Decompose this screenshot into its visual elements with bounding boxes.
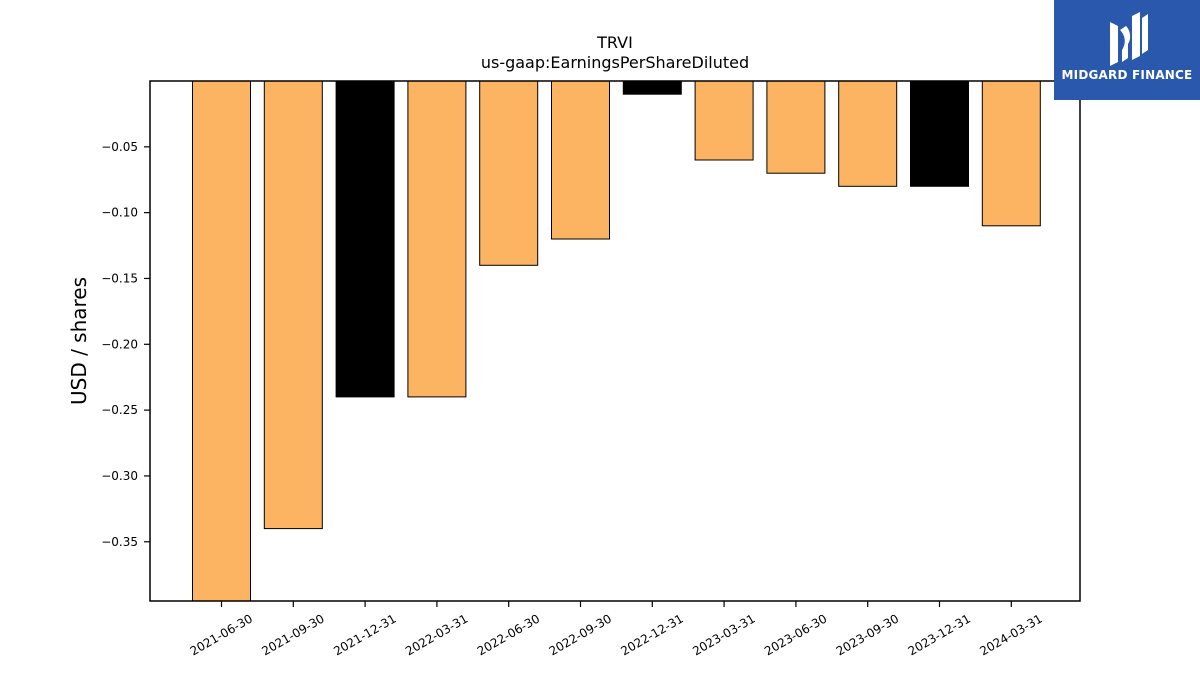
bar-2022-06-30 — [479, 80, 539, 266]
bar-2023-03-31 — [694, 80, 754, 161]
x-tick-label: 2024-03-31 — [977, 611, 1044, 658]
plot-frame — [149, 80, 1081, 602]
y-tick-label: −0.20 — [101, 337, 138, 351]
x-tick-label: 2023-03-31 — [690, 611, 757, 658]
y-tick-label: −0.10 — [101, 206, 138, 220]
bar-2022-09-30 — [551, 80, 610, 240]
x-tick-label: 2022-09-30 — [547, 611, 614, 658]
x-tick-label: 2022-12-31 — [618, 611, 685, 658]
bars — [192, 80, 1041, 602]
y-tick-label: −0.30 — [101, 469, 138, 483]
y-tick-label: −0.05 — [101, 140, 138, 154]
y-tick-label: −0.25 — [101, 403, 138, 417]
bar-2023-09-30 — [838, 80, 898, 187]
y-axis-label: USD / shares — [67, 277, 91, 405]
bar-2021-06-30 — [192, 80, 251, 602]
y-axis: −0.05 −0.10 −0.15 −0.20 −0.25 −0.30 −0.35 — [101, 140, 150, 549]
bar-2023-12-31 — [910, 80, 969, 187]
chart-subtitle: us-gaap:EarningsPerShareDiluted — [481, 53, 749, 72]
bar-2021-12-31 — [335, 80, 395, 398]
midgard-finance-logo: MIDGARD FINANCE — [1054, 0, 1200, 100]
x-tick-label: 2021-06-30 — [188, 611, 255, 658]
x-tick-label: 2021-12-31 — [331, 611, 398, 658]
x-tick-label: 2022-06-30 — [475, 611, 542, 658]
midgard-logo-icon — [1110, 12, 1148, 66]
bar-2023-06-30 — [766, 80, 826, 174]
x-tick-label: 2023-06-30 — [762, 611, 829, 658]
x-axis: 2021-06-30 2021-09-30 2021-12-31 2022-03-31… — [188, 601, 1045, 658]
x-tick-label: 2023-09-30 — [834, 611, 901, 658]
bar-2022-03-31 — [407, 80, 467, 398]
bar-2022-12-31 — [622, 80, 682, 95]
x-tick-label: 2023-12-31 — [906, 611, 973, 658]
x-tick-label: 2022-03-31 — [403, 611, 470, 658]
chart-title: TRVI — [596, 33, 633, 52]
bar-2024-03-31 — [981, 80, 1041, 227]
y-tick-label: −0.35 — [101, 535, 138, 549]
logo-text: MIDGARD FINANCE — [1061, 68, 1193, 82]
y-tick-label: −0.15 — [101, 271, 138, 285]
x-tick-label: 2021-09-30 — [259, 611, 326, 658]
bar-2021-09-30 — [263, 80, 323, 530]
